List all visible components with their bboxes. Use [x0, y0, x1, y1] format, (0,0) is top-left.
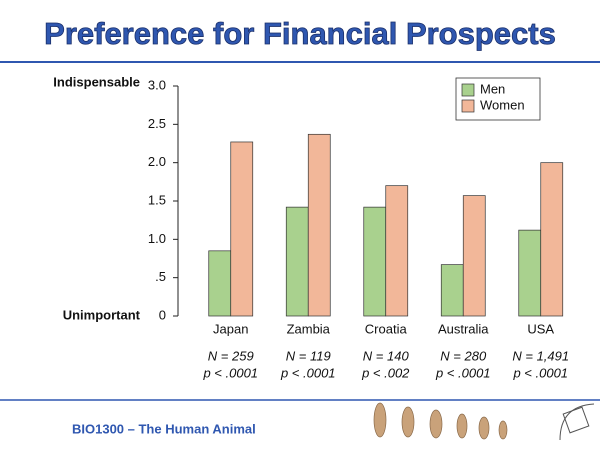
- x-tick-label: Croatia: [365, 321, 408, 336]
- x-tick-label: Japan: [213, 321, 248, 336]
- bar: [386, 186, 408, 316]
- footer-text: BIO1300 – The Human Animal: [72, 421, 256, 436]
- evolution-figures: [374, 403, 507, 439]
- annotation-n: N = 140: [363, 348, 410, 363]
- bar: [286, 207, 308, 316]
- bar: [364, 207, 386, 316]
- y-tick-label: 2.5: [148, 116, 166, 131]
- bar: [308, 134, 330, 316]
- x-tick-label: USA: [527, 321, 554, 336]
- y-tick-label: 0: [159, 307, 166, 322]
- y-tick-label: 1.0: [148, 231, 166, 246]
- annotation-n: N = 259: [208, 348, 254, 363]
- y-tick-label: .5: [155, 269, 166, 284]
- y-tick-label: 2.0: [148, 154, 166, 169]
- legend-swatch: [462, 84, 474, 96]
- legend-swatch: [462, 100, 474, 112]
- annotation-p: p < .0001: [435, 365, 491, 380]
- annotation-p: p < .002: [361, 365, 410, 380]
- legend-label: Women: [480, 97, 525, 112]
- bar: [463, 196, 485, 316]
- x-tick-label: Australia: [438, 321, 489, 336]
- annotation-p: p < .0001: [202, 365, 258, 380]
- spiral-icon: [560, 404, 594, 440]
- bar: [441, 265, 463, 316]
- annotation-p: p < .0001: [280, 365, 336, 380]
- slide: Preference for Financial Prospects BIO13…: [0, 0, 600, 450]
- legend-label: Men: [480, 81, 505, 96]
- y-bottom-label: Unimportant: [63, 307, 141, 322]
- y-tick-label: 3.0: [148, 77, 166, 92]
- bar: [231, 142, 253, 316]
- annotation-n: N = 1,491: [512, 348, 569, 363]
- bar: [209, 251, 231, 316]
- annotation-p: p < .0001: [512, 365, 568, 380]
- annotation-n: N = 280: [440, 348, 487, 363]
- bar: [519, 230, 541, 316]
- y-top-label: Indispensable: [53, 74, 140, 89]
- bar: [541, 163, 563, 316]
- y-tick-label: 1.5: [148, 192, 166, 207]
- annotation-n: N = 119: [286, 348, 331, 363]
- slide-title: Preference for Financial Prospects: [44, 16, 556, 51]
- x-tick-label: Zambia: [287, 321, 331, 336]
